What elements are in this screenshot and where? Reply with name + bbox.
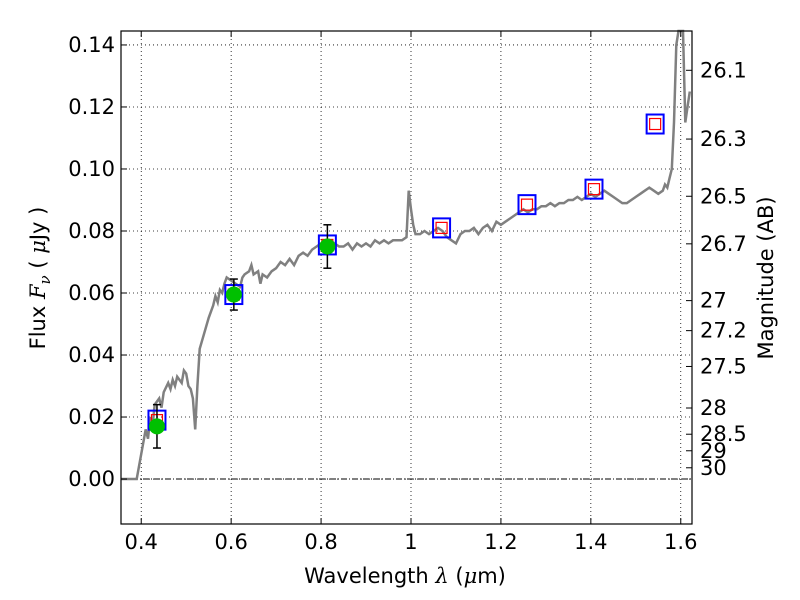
x-tick-label: 1.6 (664, 530, 697, 554)
x-tick-label: 0.8 (304, 530, 337, 554)
model-spectrum-line (121, 29, 692, 481)
y-axis-right-label: Magnitude (AB) (754, 196, 778, 359)
plot-frame (120, 30, 693, 525)
x-tick-label: 1 (404, 530, 417, 554)
y-tick-label: 0.04 (68, 343, 115, 367)
right-tick-label: 27.2 (700, 319, 747, 343)
model-inner-marker (435, 221, 448, 234)
right-tick-label: 26.3 (700, 127, 747, 151)
y-tick-label: 0.12 (68, 95, 115, 119)
x-tick-label: 0.4 (125, 530, 158, 554)
right-tick-label: 28 (700, 396, 727, 420)
observed-point (319, 238, 336, 255)
right-tick-label: 26.5 (700, 184, 747, 208)
model-box-marker (432, 217, 452, 239)
x-tick-label: 1.2 (484, 530, 517, 554)
y-tick-label: 0.06 (68, 281, 115, 305)
y-tick-label: 0.14 (68, 33, 115, 57)
y-tick-label: 0.08 (68, 219, 115, 243)
right-tick-label: 27.5 (700, 354, 747, 378)
axis-ticks: 0.4 0.6 0.8 1 1.2 1.4 1.6 0.00 0.02 0.04 0.06 0.08 0… (68, 31, 747, 554)
x-tick-label: 0.6 (214, 530, 247, 554)
model-inner-marker (520, 198, 534, 211)
y-tick-label: 0.10 (68, 157, 115, 181)
right-tick-label: 26.1 (700, 58, 747, 82)
model-inner-marker (649, 117, 662, 131)
observed-point (225, 286, 242, 303)
right-tick-label: 27 (700, 289, 727, 313)
x-tick-label: 1.4 (574, 530, 607, 554)
right-tick-label: 28.5 (700, 422, 747, 446)
grid-lines (121, 31, 692, 524)
model-box-marker (584, 178, 604, 200)
model-box-marker (645, 113, 665, 135)
y-tick-label: 0.00 (68, 467, 115, 491)
right-tick-label: 26.7 (700, 232, 747, 256)
right-tick-label: 30 (700, 456, 727, 480)
photometry-points (147, 113, 665, 449)
observed-point (148, 418, 165, 435)
y-tick-label: 0.02 (68, 405, 115, 429)
x-axis-label: Wavelength λ (μm) (304, 564, 506, 588)
y-axis-label: Flux Fν ( μJy ) (26, 207, 54, 350)
model-inner-marker (587, 183, 601, 196)
right-tick-label: 29 (700, 439, 727, 463)
model-box-marker (517, 194, 537, 216)
